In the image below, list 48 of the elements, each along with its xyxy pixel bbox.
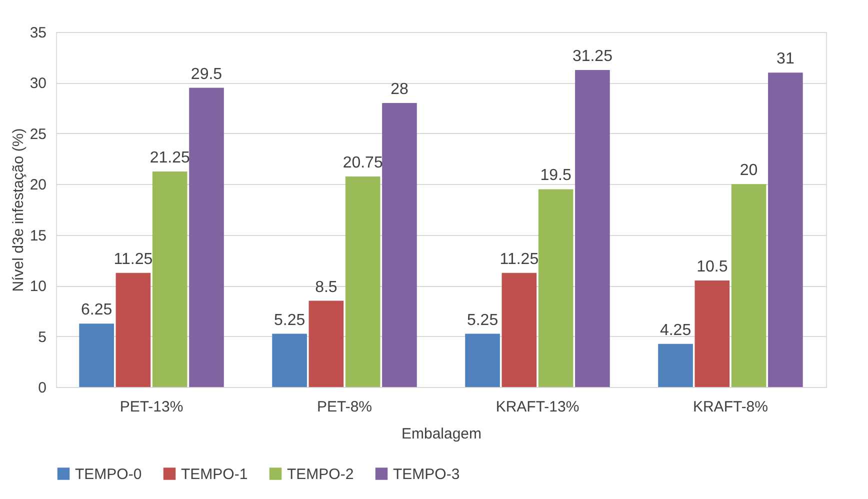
bar (272, 334, 307, 387)
bar (538, 189, 574, 387)
data-label: 11.25 (500, 250, 539, 268)
y-axis-title: Nível d3e infestação (%) (10, 128, 27, 292)
y-tick-label: 5 (38, 328, 46, 346)
y-tick-label: 30 (30, 75, 46, 92)
bar (731, 184, 766, 387)
x-axis-title: Embalagem (401, 426, 482, 442)
data-label: 4.25 (660, 322, 692, 339)
bar (382, 103, 417, 387)
y-tick-label: 35 (30, 24, 46, 42)
bar (502, 272, 537, 387)
data-label: 5.25 (274, 312, 306, 329)
y-tick-label: 10 (30, 278, 46, 296)
legend-label: TEMPO-1 (181, 466, 248, 483)
bar (116, 272, 151, 387)
bar (575, 70, 610, 387)
y-tick-label: 15 (30, 227, 46, 244)
bar (308, 300, 344, 387)
bar (189, 88, 224, 387)
data-label: 31.25 (572, 48, 613, 66)
data-label: 11.25 (114, 250, 153, 268)
bar (694, 280, 730, 387)
bar (768, 72, 803, 387)
bar (465, 334, 500, 387)
y-tick-label: 0 (38, 380, 46, 396)
y-tick-label: 20 (30, 176, 46, 194)
x-tick-label: PET-8% (316, 398, 372, 416)
data-label: 10.5 (696, 258, 728, 276)
bar (79, 324, 114, 387)
data-label: 28 (390, 81, 408, 98)
bar (345, 176, 380, 387)
data-label: 8.5 (315, 278, 338, 296)
x-tick-label: PET-13% (120, 398, 184, 416)
legend-label: TEMPO-2 (287, 466, 354, 483)
legend-label: TEMPO-3 (393, 466, 460, 483)
x-tick-label: KRAFT-13% (496, 398, 580, 416)
data-label: 29.5 (190, 66, 222, 83)
data-label: 20 (740, 162, 758, 180)
y-tick-label: 25 (30, 126, 46, 143)
x-tick-label: KRAFT-8% (692, 398, 768, 416)
bar (152, 171, 188, 387)
legend-label: TEMPO-0 (75, 466, 142, 483)
data-label: 19.5 (540, 167, 572, 184)
data-label: 31 (776, 50, 794, 68)
data-label: 6.25 (80, 302, 112, 319)
bar (658, 344, 693, 387)
data-label: 5.25 (466, 312, 498, 329)
